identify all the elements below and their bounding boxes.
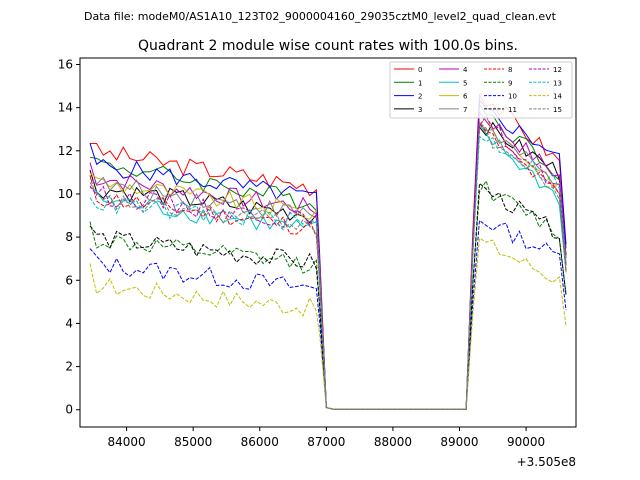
legend-label-14: 14 [553,93,562,101]
series-line-14 [89,237,567,410]
legend-label-4: 4 [463,66,468,74]
legend-label-13: 13 [553,79,562,87]
x-tick-label: 88000 [374,435,412,449]
y-tick-label: 2 [65,360,73,374]
series-line-9 [89,179,567,410]
chart-suptitle: Data file: modeM0/AS1A10_123T02_90000041… [84,10,557,23]
y-axis-ticks: 0 2 4 6 8 10 12 14 16 [58,57,80,417]
series-line-10 [89,219,567,410]
legend-label-11: 11 [508,106,517,114]
series-line-15 [89,121,567,410]
series-line-1 [89,102,567,410]
y-tick-label: 10 [58,187,73,201]
legend-label-3: 3 [418,106,422,114]
legend-label-7: 7 [463,106,467,114]
legend-box [389,61,573,119]
y-tick-label: 0 [65,403,73,417]
x-tick-label: 89000 [440,435,478,449]
legend-label-9: 9 [508,79,512,87]
x-tick-label: 85000 [174,435,212,449]
y-tick-label: 16 [58,57,73,71]
legend-label-15: 15 [553,106,562,114]
y-tick-label: 12 [58,144,73,158]
x-offset-label: +3.505e8 [517,455,576,469]
x-tick-label: 90000 [507,435,545,449]
x-tick-label: 84000 [108,435,146,449]
series-line-3 [89,121,567,410]
x-axis-ticks: 84000 85000 86000 87000 88000 89000 90000 [108,427,545,449]
series-line-2 [89,98,567,410]
series-line-7 [89,120,567,410]
plot-frame [79,57,577,428]
legend-label-5: 5 [463,79,467,87]
legend-label-2: 2 [418,93,422,101]
legend-label-0: 0 [418,66,422,74]
y-tick-label: 14 [58,101,73,115]
legend-label-1: 1 [418,79,422,87]
series-line-8 [89,122,567,410]
legend-label-6: 6 [463,93,468,101]
y-tick-label: 8 [65,230,73,244]
legend-label-10: 10 [508,93,517,101]
series-line-13 [89,135,567,410]
series-line-12 [89,114,567,410]
series-line-4 [89,110,567,410]
y-tick-label: 4 [65,316,73,330]
legend-label-8: 8 [508,66,512,74]
chart-title: Quadrant 2 module wise count rates with … [138,38,518,54]
y-tick-label: 6 [65,273,73,287]
series-line-6 [89,115,567,410]
x-tick-label: 87000 [307,435,345,449]
series-line-11 [89,182,567,410]
plot-lines [89,93,567,410]
x-tick-label: 86000 [241,435,279,449]
legend-label-12: 12 [553,66,562,74]
